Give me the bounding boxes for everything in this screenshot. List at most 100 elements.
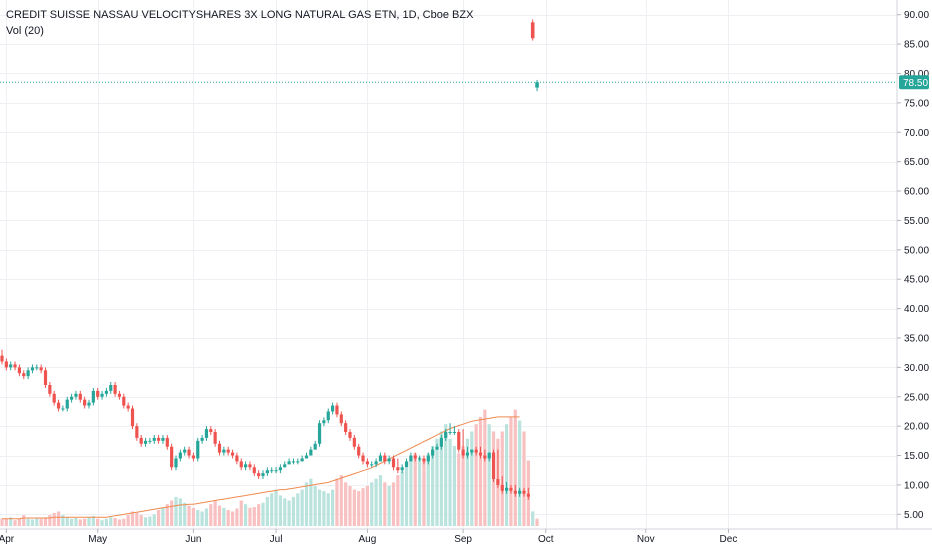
volume-bar <box>122 518 126 526</box>
candle-body <box>4 361 8 368</box>
candle-body <box>374 461 378 465</box>
volume-bar <box>287 500 291 526</box>
volume-bar <box>48 515 52 526</box>
volume-bar <box>187 505 191 526</box>
x-axis[interactable]: Apr May Jun Jul Aug Sep Oct Nov Dec <box>0 529 737 545</box>
y-tick-label: 60.00 <box>904 187 929 198</box>
volume-bar <box>404 467 409 526</box>
volume-bar <box>52 512 56 526</box>
candle-body <box>435 446 439 450</box>
candle-body <box>413 455 417 459</box>
candle-body <box>178 452 182 459</box>
volume-bar <box>117 519 122 526</box>
volume-bar <box>317 489 322 526</box>
volume-bar <box>278 495 282 526</box>
volume-bar <box>431 446 435 526</box>
volume-bar <box>461 446 465 526</box>
candle-body <box>304 455 309 459</box>
candle-body <box>270 470 274 472</box>
volume-bar <box>143 517 148 526</box>
volume-bar <box>109 517 113 526</box>
candle-body <box>113 384 117 394</box>
volume-bar <box>478 416 483 526</box>
candle-body <box>230 452 235 456</box>
candle-body <box>431 449 435 456</box>
volume-bar <box>183 502 187 526</box>
candle-body <box>252 467 256 474</box>
candle-body <box>126 405 130 409</box>
candle-body <box>239 461 243 468</box>
candle-body <box>478 452 483 456</box>
candle-body <box>278 467 282 471</box>
volume-bar <box>13 520 17 526</box>
volume-ma-line <box>2 416 520 520</box>
y-tick-label: 70.00 <box>904 128 929 139</box>
volume-bar <box>39 518 43 526</box>
candle-body <box>287 461 291 465</box>
volume-bar <box>165 504 169 526</box>
candle-body <box>148 440 152 442</box>
volume-bar <box>483 409 487 526</box>
volume-bar <box>522 431 526 526</box>
candle-body <box>17 367 21 374</box>
y-axis[interactable]: 5.00 10.00 15.00 20.00 25.00 30.00 35.00 40.00 4… <box>897 10 929 521</box>
candle-body <box>217 443 222 453</box>
last-price-badge-text: 78.50 <box>903 78 928 89</box>
candle-body <box>135 426 139 438</box>
candle-body <box>322 420 326 424</box>
volume-bar <box>235 508 239 526</box>
volume-bar <box>104 518 108 526</box>
candle-body <box>339 414 343 424</box>
volume-bar <box>22 515 26 526</box>
candle-body <box>487 452 491 459</box>
volume-bar <box>4 518 8 526</box>
x-tick-label: Jun <box>185 534 201 545</box>
y-tick-label: 45.00 <box>904 275 929 286</box>
volume-bar <box>191 507 195 526</box>
x-tick-label: Dec <box>720 534 738 545</box>
volume-bar <box>487 424 491 526</box>
volume-bar <box>270 493 274 526</box>
candle-body <box>152 437 156 441</box>
candle-body <box>74 393 78 397</box>
volume-bar <box>465 438 470 526</box>
candle-body <box>309 449 313 456</box>
volume-bar <box>283 498 287 526</box>
volume-bar <box>65 517 69 526</box>
volume-bar <box>370 482 374 526</box>
candle-body <box>87 402 91 406</box>
candle-body <box>222 449 226 453</box>
candle-body <box>157 437 161 441</box>
volume-bar <box>513 409 517 526</box>
volume-bar <box>444 424 448 526</box>
x-tick-label: May <box>88 534 107 545</box>
candle-body <box>70 396 74 400</box>
candle-body <box>296 461 300 463</box>
volume-bar <box>361 488 365 526</box>
volume-bar <box>400 471 404 526</box>
volume-bar <box>344 482 348 526</box>
volume-bar <box>70 518 74 526</box>
volume-bar <box>457 453 461 526</box>
candle-body <box>426 455 430 462</box>
candle-body <box>96 390 100 397</box>
y-tick-label: 5.00 <box>904 510 924 521</box>
candle-body <box>61 408 65 410</box>
candle-body <box>13 364 17 368</box>
volume-bar <box>43 517 48 526</box>
y-tick-label: 15.00 <box>904 451 929 462</box>
volume-bar <box>326 493 330 526</box>
candle-body <box>387 458 391 462</box>
volume-bar <box>217 505 222 526</box>
candle-body <box>465 452 470 456</box>
candlesticks <box>0 19 539 500</box>
candle-body <box>331 405 335 412</box>
volume-bar <box>535 518 539 526</box>
candle-body <box>474 449 478 453</box>
grid-lines <box>0 0 897 529</box>
volume-bar <box>135 512 139 526</box>
x-tick-label: Oct <box>538 534 554 545</box>
candle-body <box>191 455 195 459</box>
candle-body <box>65 399 69 409</box>
